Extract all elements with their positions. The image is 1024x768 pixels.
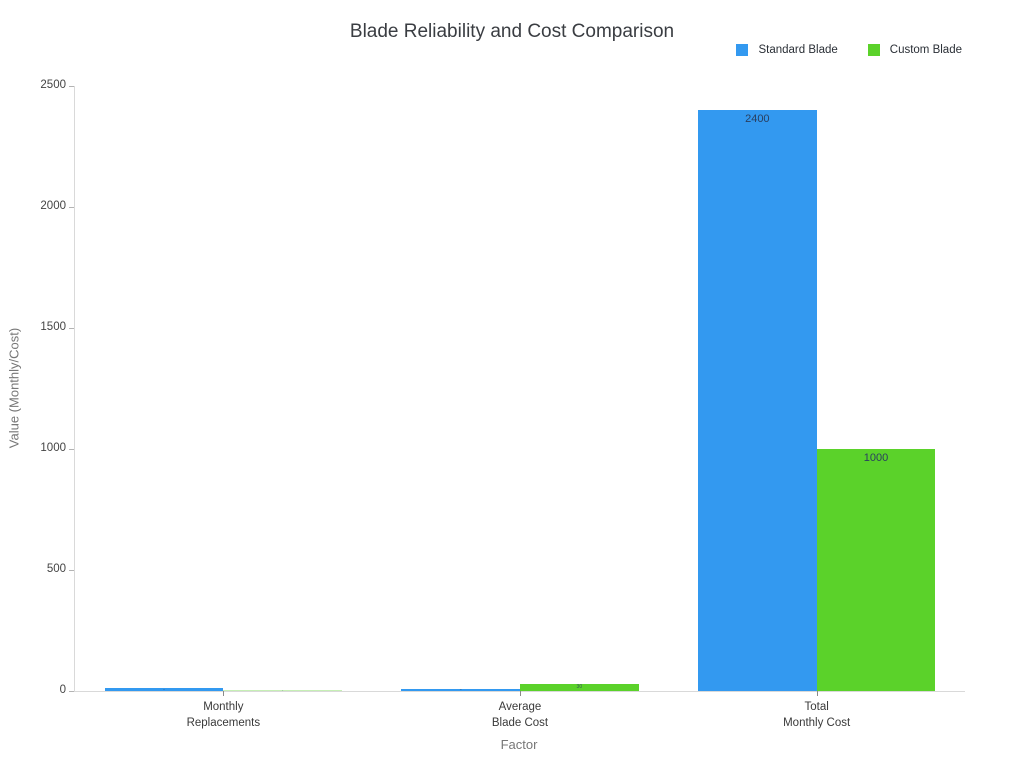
x-axis-title: Factor xyxy=(500,737,538,752)
y-axis-title: Value (Monthly/Cost) xyxy=(6,327,22,449)
y-tick-label: 0 xyxy=(59,684,66,696)
legend-swatch-standard-blade-icon xyxy=(736,44,749,56)
y-tick-label: 1000 xyxy=(40,442,66,454)
y-tick-mark xyxy=(69,328,74,329)
y-tick-label: 2500 xyxy=(40,79,66,91)
y-tick-mark xyxy=(69,449,74,450)
x-tick-label-average-blade-cost: Average Blade Cost xyxy=(491,701,549,729)
legend-item-custom-blade[interactable]: Custom Blade xyxy=(867,44,962,56)
bar-custom-blade-total-monthly-cost[interactable] xyxy=(816,449,936,691)
x-tick-label-monthly-replacements: Monthly Replacements xyxy=(186,701,261,729)
bar-standard-blade-average-blade-cost[interactable] xyxy=(401,688,520,691)
x-tick-mark xyxy=(816,691,818,696)
legend-label-standard-blade: Standard Blade xyxy=(758,44,838,56)
chart-title: Blade Reliability and Cost Comparison xyxy=(349,21,675,42)
y-tick-label: 1500 xyxy=(40,321,66,333)
legend-swatch-custom-blade-icon xyxy=(867,44,880,56)
bar-custom-blade-average-blade-cost[interactable] xyxy=(520,683,639,691)
x-tick-mark xyxy=(223,691,225,696)
legend-item-standard-blade[interactable]: Standard Blade xyxy=(736,44,838,56)
x-tick-label-total-monthly-cost: Total Monthly Cost xyxy=(783,701,851,729)
bar-standard-blade-total-monthly-cost[interactable] xyxy=(698,110,817,691)
legend-label-custom-blade: Custom Blade xyxy=(889,44,962,56)
y-tick-mark xyxy=(69,691,74,692)
bar-standard-blade-monthly-replacements[interactable] xyxy=(104,688,224,691)
y-tick-label: 500 xyxy=(46,563,66,575)
y-tick-mark xyxy=(69,570,74,571)
y-tick-label: 2000 xyxy=(40,200,66,212)
y-tick-mark xyxy=(69,207,74,208)
plot-area: 0 500 1000 1500 2000 2500 Monthly Replacements… xyxy=(40,79,965,729)
x-tick-mark xyxy=(520,691,521,696)
y-tick-mark xyxy=(69,86,74,87)
bar-custom-blade-monthly-replacements[interactable] xyxy=(223,690,342,691)
legend: Standard Blade Custom Blade xyxy=(736,44,962,56)
